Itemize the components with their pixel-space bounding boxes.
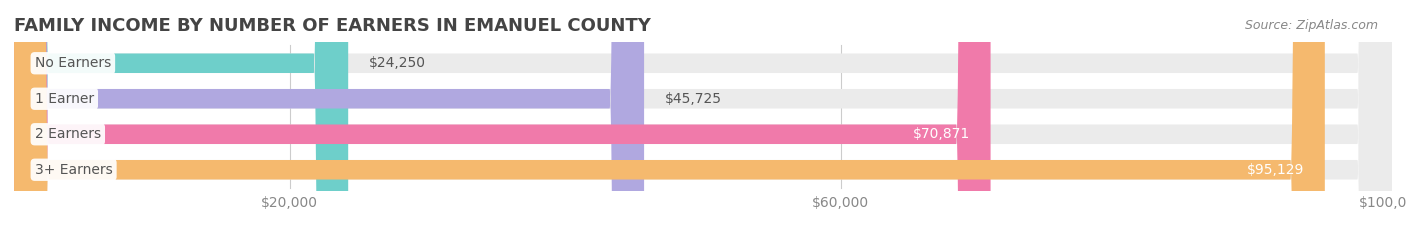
Text: $45,725: $45,725 (665, 92, 721, 106)
FancyBboxPatch shape (14, 0, 1324, 233)
FancyBboxPatch shape (14, 0, 644, 233)
FancyBboxPatch shape (14, 0, 349, 233)
Text: FAMILY INCOME BY NUMBER OF EARNERS IN EMANUEL COUNTY: FAMILY INCOME BY NUMBER OF EARNERS IN EM… (14, 17, 651, 35)
Text: Source: ZipAtlas.com: Source: ZipAtlas.com (1244, 19, 1378, 32)
FancyBboxPatch shape (14, 0, 1392, 233)
Text: 2 Earners: 2 Earners (35, 127, 101, 141)
FancyBboxPatch shape (14, 0, 1392, 233)
Text: No Earners: No Earners (35, 56, 111, 70)
FancyBboxPatch shape (14, 0, 1392, 233)
FancyBboxPatch shape (14, 0, 991, 233)
Text: $70,871: $70,871 (912, 127, 970, 141)
Text: 3+ Earners: 3+ Earners (35, 163, 112, 177)
FancyBboxPatch shape (14, 0, 1392, 233)
Text: $95,129: $95,129 (1247, 163, 1305, 177)
Text: 1 Earner: 1 Earner (35, 92, 94, 106)
Text: $24,250: $24,250 (368, 56, 426, 70)
